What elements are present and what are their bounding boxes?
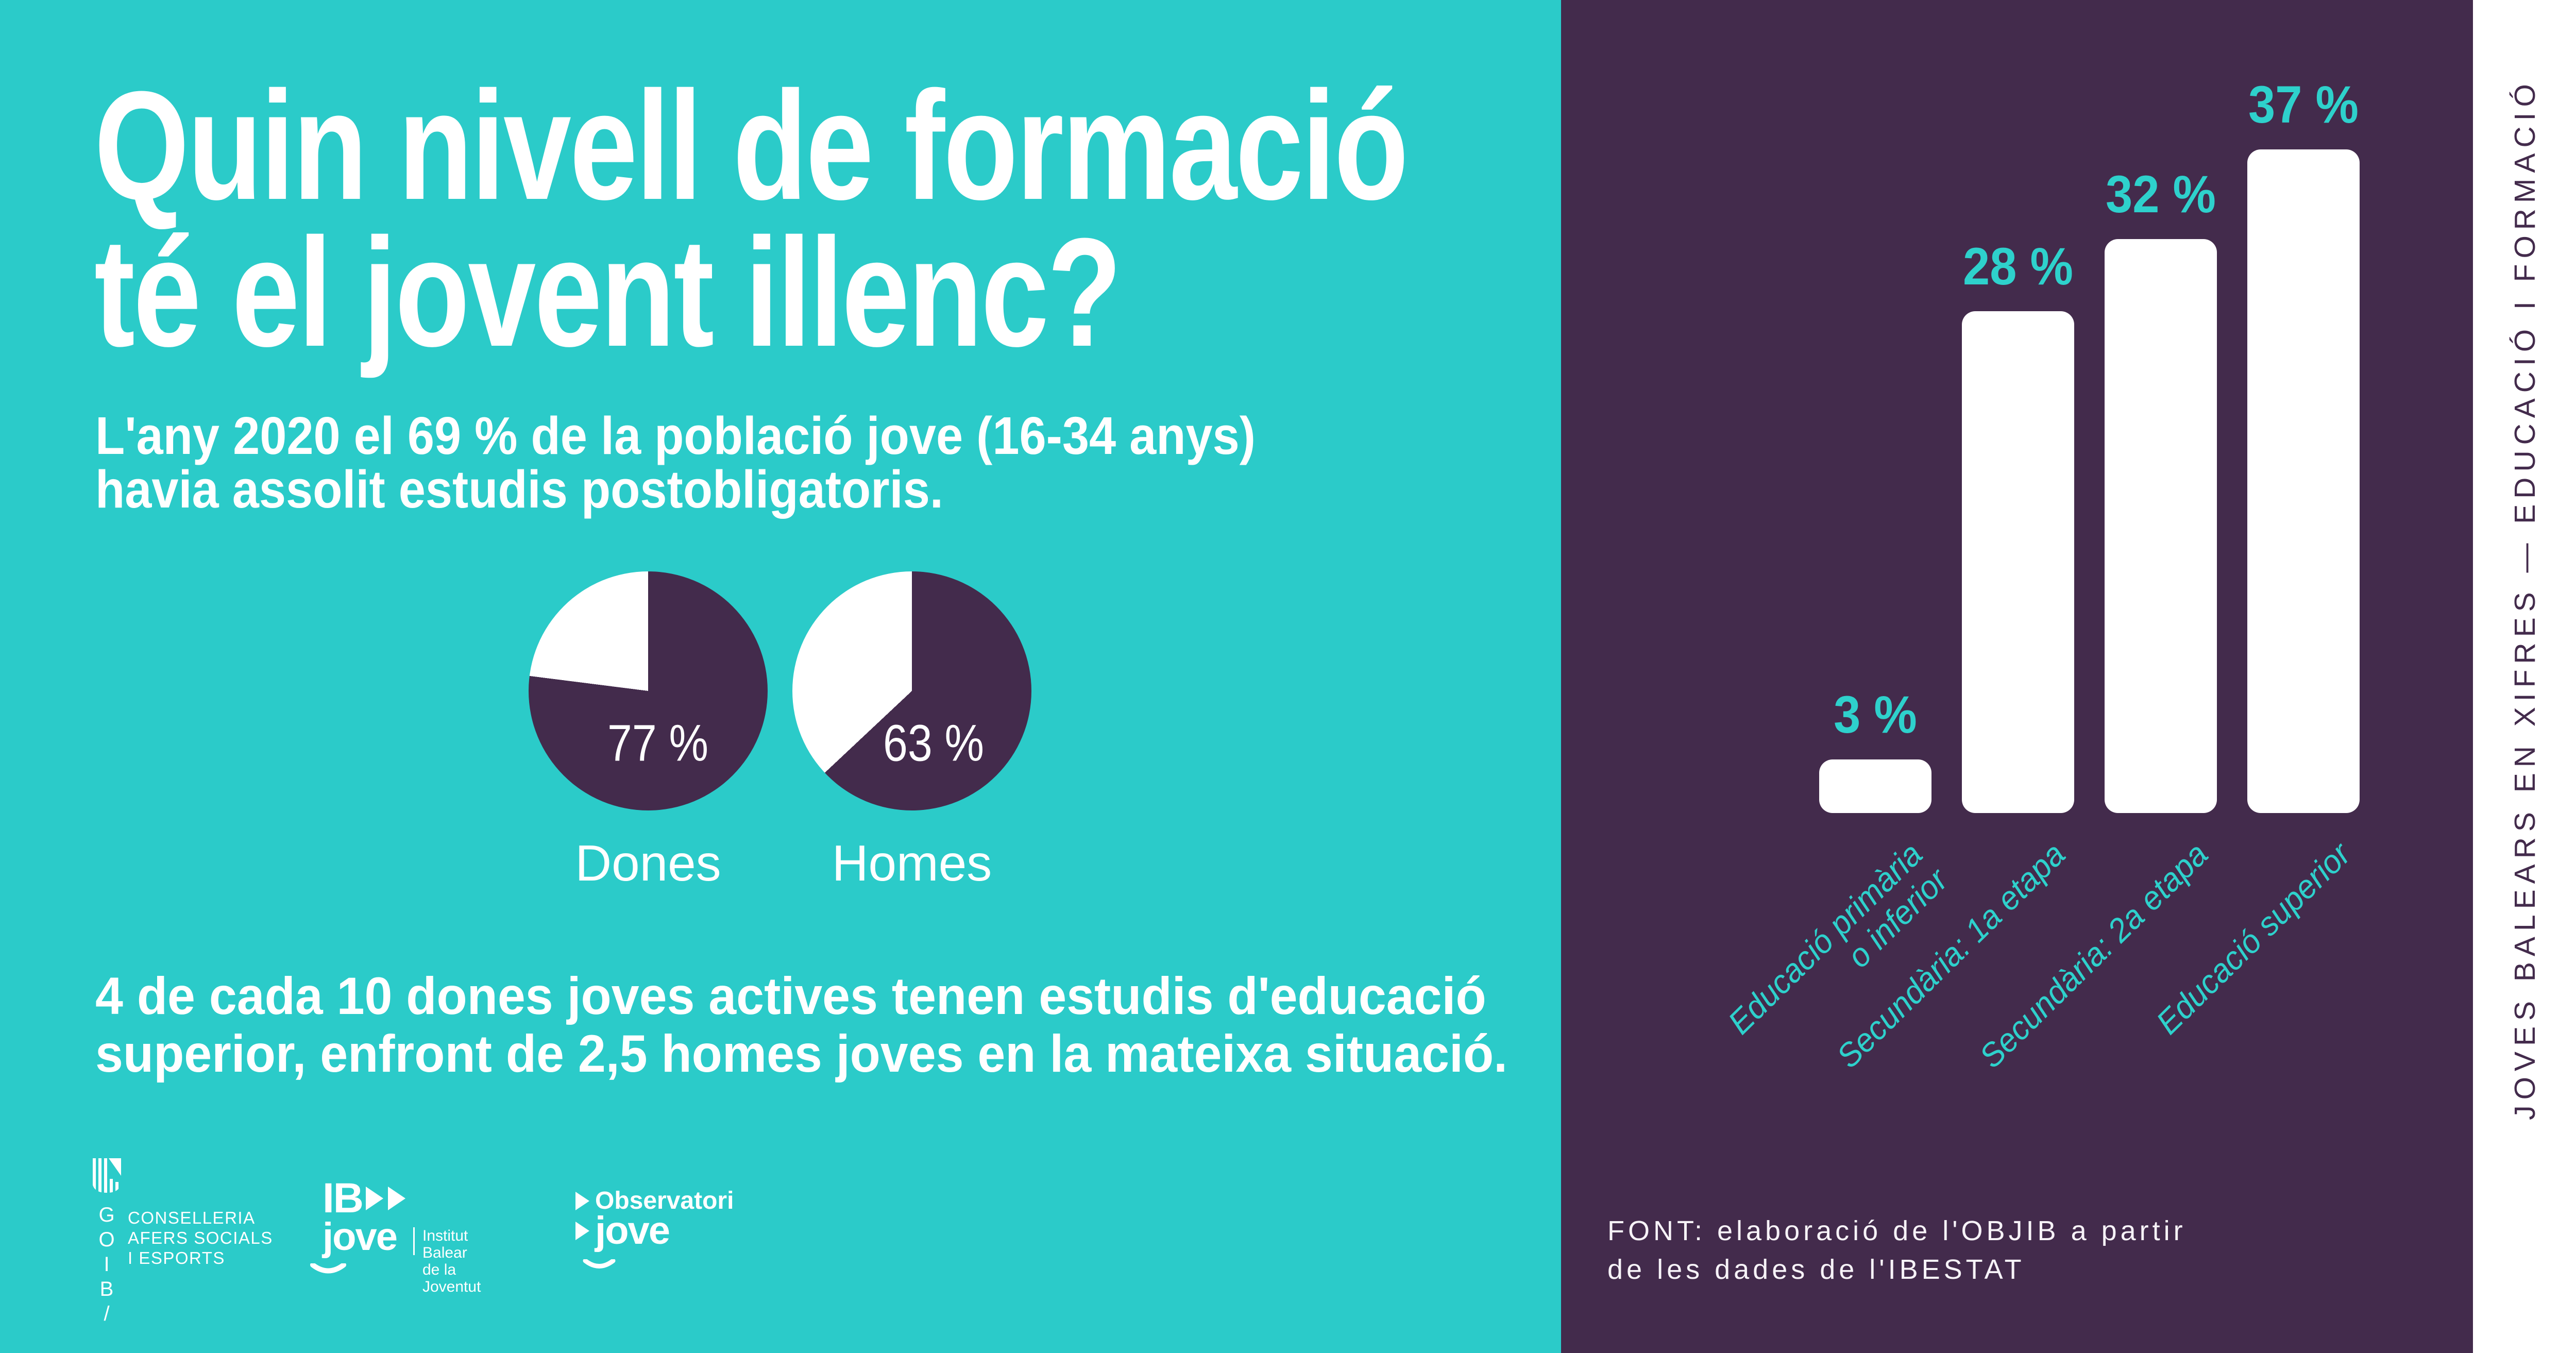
- ibjove-wordmark: IB: [323, 1177, 407, 1220]
- subtitle: L'any 2020 el 69 % de la població jove (…: [95, 409, 1370, 516]
- divider: [413, 1227, 415, 1255]
- play-icon: [366, 1187, 385, 1210]
- bar-value-label: 28 %: [1963, 237, 2073, 296]
- play-icon: [388, 1187, 407, 1210]
- bar-value-label: 37 %: [2248, 75, 2359, 134]
- left-panel: Quin nivell de formació té el jovent ille…: [0, 0, 1561, 1353]
- bar: [2105, 239, 2217, 813]
- bar: [1819, 759, 1931, 813]
- subtitle-line2: havia assolit estudis postobligatoris.: [95, 460, 943, 519]
- page-title-line1: Quin nivell de formació: [94, 59, 1409, 232]
- bar-value-label: 3 %: [1834, 685, 1917, 744]
- balearic-flag-icon: [93, 1158, 121, 1193]
- pie-category-label: Dones: [575, 835, 721, 891]
- goib-logo: G O I B / CONSELLERIA AFERS SOCIALS I ESPORTS: [92, 1158, 272, 1325]
- vertical-banner: JOVES BALEARS EN XIFRES — EDUCACIÓ I FOR…: [2473, 0, 2576, 1353]
- goib-letters: G O I B /: [98, 1204, 115, 1325]
- footnote-line1: 4 de cada 10 dones joves actives tenen e…: [95, 967, 1486, 1025]
- play-icon: [575, 1222, 591, 1240]
- observatori-jove-logo: Observatori jove: [575, 1188, 734, 1269]
- pie-value-label: 63 %: [883, 714, 984, 772]
- pie-chart-homes: 63 %: [792, 571, 1031, 810]
- goib-department-text: CONSELLERIA AFERS SOCIALS I ESPORTS: [128, 1208, 273, 1267]
- page-title-line2: té el jovent illenc?: [94, 206, 1122, 379]
- footnote-line2: superior, enfront de 2,5 homes joves en …: [95, 1024, 1508, 1083]
- side-strip: JOVES BALEARS EN XIFRES — EDUCACIÓ I FOR…: [2473, 0, 2576, 1353]
- pie-chart-dones: 77 %: [529, 571, 768, 810]
- ibjove-caption: Institut Balear de la Joventut: [422, 1227, 481, 1295]
- subtitle-line1: L'any 2020 el 69 % de la població jove (…: [95, 406, 1256, 465]
- pie-group-homes: 63 % Homes: [792, 571, 1031, 892]
- bar-value-label: 32 %: [2106, 165, 2216, 224]
- source-note: FONT: elaboració de l'OBJIB a partir de l…: [1607, 1215, 2187, 1285]
- observatori-line1: Observatori: [575, 1188, 734, 1214]
- pie-group-dones: 77 % Dones: [529, 571, 768, 892]
- page-title: Quin nivell de formació té el jovent ille…: [94, 59, 1756, 379]
- bar: [1962, 311, 2074, 813]
- footnote: 4 de cada 10 dones joves actives tenen e…: [95, 967, 1582, 1083]
- bar: [2247, 149, 2360, 813]
- right-panel: 3 % Educació primària o inferior 28 % Secund…: [1561, 0, 2473, 1353]
- play-icon: [575, 1192, 591, 1210]
- vertical-banner-text: JOVES BALEARS EN XIFRES — EDUCACIÓ I FOR…: [2508, 78, 2541, 1120]
- bar-axis-label: Educació primària o inferior: [1720, 835, 1955, 1041]
- observatori-line2: jove: [575, 1211, 734, 1250]
- smile-icon: [583, 1259, 616, 1269]
- smile-icon: [310, 1263, 346, 1274]
- pie-value-label: 77 %: [607, 714, 708, 772]
- pie-category-label: Homes: [832, 835, 992, 891]
- ibjove-logo: IB jove Institut Balear de la Joventut: [310, 1177, 481, 1295]
